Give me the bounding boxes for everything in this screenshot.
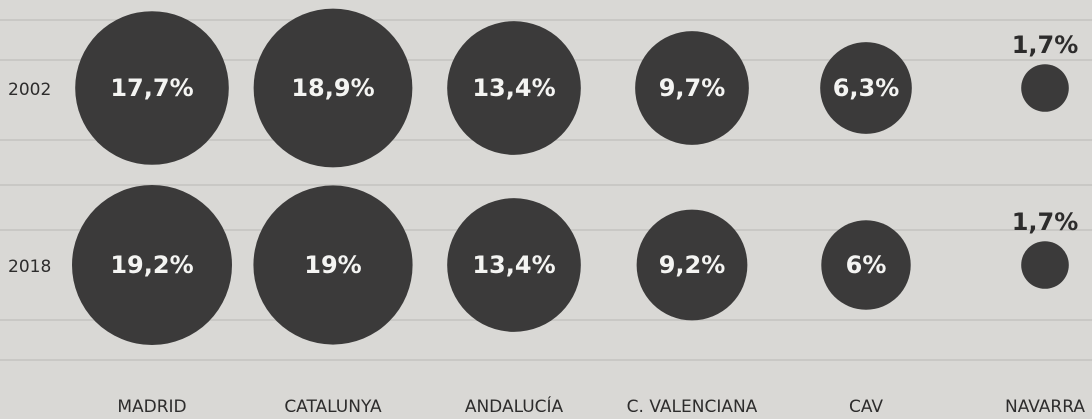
bubble [636,209,748,321]
value-label: 6% [846,251,887,279]
bubble [635,31,749,145]
bubble [253,8,413,168]
year-label: 2002 [8,80,51,100]
value-label: 6,3% [833,74,900,102]
bubble [447,21,581,155]
value-label: 13,4% [472,251,555,279]
category-label: CAV [849,397,883,417]
value-label: 17,7% [110,74,193,102]
value-label: 9,7% [659,74,726,102]
category-label: CATALUNYA [284,397,382,417]
value-label: 19,2% [110,251,193,279]
bubble [821,220,911,310]
category-label: ANDALUCÍA [465,395,564,417]
category-label: MADRID [117,397,186,417]
value-label: 1,7% [1012,208,1079,236]
category-label: NAVARRA [1005,397,1085,417]
value-label: 19% [304,251,361,279]
category-label: C. VALENCIANA [627,397,758,417]
bubble [1021,64,1069,112]
bubble [253,185,413,345]
year-label: 2018 [8,257,51,277]
bubble [820,42,912,134]
value-label: 13,4% [472,74,555,102]
value-label: 18,9% [291,74,374,102]
value-label: 1,7% [1012,31,1079,59]
bubble [72,185,232,345]
bubble [1021,241,1069,289]
value-label: 9,2% [659,251,726,279]
bubble [447,198,581,332]
bubble [75,11,229,165]
